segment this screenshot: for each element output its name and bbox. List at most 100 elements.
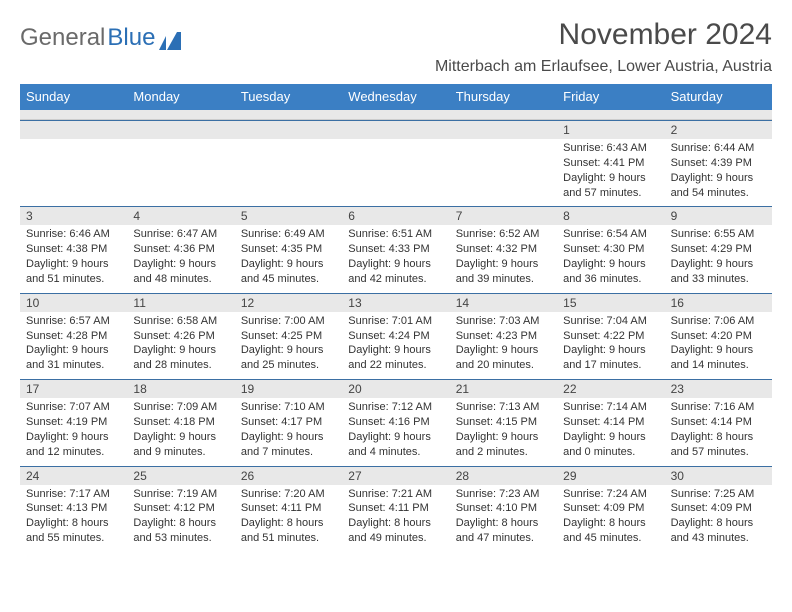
- day-detail-cell: Sunrise: 7:06 AMSunset: 4:20 PMDaylight:…: [665, 312, 772, 379]
- day-day1: Daylight: 9 hours: [26, 430, 121, 445]
- day-day1: Daylight: 8 hours: [348, 516, 443, 531]
- day-sunrise: Sunrise: 7:14 AM: [563, 400, 658, 415]
- weeks-container: 12Sunrise: 6:43 AMSunset: 4:41 PMDayligh…: [20, 120, 772, 552]
- day-sunrise: Sunrise: 7:21 AM: [348, 487, 443, 502]
- day-day1: Daylight: 9 hours: [241, 430, 336, 445]
- weekday-header-row: SundayMondayTuesdayWednesdayThursdayFrid…: [20, 84, 772, 110]
- day-number-cell: 27: [342, 466, 449, 485]
- day-sunset: Sunset: 4:19 PM: [26, 415, 121, 430]
- day-sunrise: Sunrise: 6:47 AM: [133, 227, 228, 242]
- day-day2: and 7 minutes.: [241, 445, 336, 460]
- day-number-cell: 30: [665, 466, 772, 485]
- day-number-cell: 15: [557, 293, 664, 312]
- day-day1: Daylight: 9 hours: [671, 171, 766, 186]
- day-number-cell: 13: [342, 293, 449, 312]
- day-sunset: Sunset: 4:09 PM: [671, 501, 766, 516]
- day-detail-cell: Sunrise: 7:17 AMSunset: 4:13 PMDaylight:…: [20, 485, 127, 552]
- day-day2: and 57 minutes.: [671, 445, 766, 460]
- day-number-cell: 19: [235, 379, 342, 398]
- day-day1: Daylight: 9 hours: [348, 257, 443, 272]
- day-sunset: Sunset: 4:14 PM: [671, 415, 766, 430]
- day-day1: Daylight: 8 hours: [133, 516, 228, 531]
- daynum-row: 24252627282930: [20, 466, 772, 485]
- day-day2: and 55 minutes.: [26, 531, 121, 546]
- day-sunrise: Sunrise: 7:16 AM: [671, 400, 766, 415]
- day-number-cell: [235, 120, 342, 139]
- day-number-cell: 26: [235, 466, 342, 485]
- month-title: November 2024: [435, 18, 772, 52]
- day-day2: and 17 minutes.: [563, 358, 658, 373]
- day-sunrise: Sunrise: 7:13 AM: [456, 400, 551, 415]
- day-day1: Daylight: 9 hours: [671, 343, 766, 358]
- daynum-row: 12: [20, 120, 772, 139]
- day-sunset: Sunset: 4:25 PM: [241, 329, 336, 344]
- day-detail-cell: [235, 139, 342, 206]
- day-detail-cell: Sunrise: 7:01 AMSunset: 4:24 PMDaylight:…: [342, 312, 449, 379]
- day-sunset: Sunset: 4:22 PM: [563, 329, 658, 344]
- day-detail-cell: Sunrise: 6:55 AMSunset: 4:29 PMDaylight:…: [665, 225, 772, 292]
- day-detail-cell: [127, 139, 234, 206]
- day-sunrise: Sunrise: 6:46 AM: [26, 227, 121, 242]
- day-detail-cell: Sunrise: 7:13 AMSunset: 4:15 PMDaylight:…: [450, 398, 557, 465]
- day-day2: and 39 minutes.: [456, 272, 551, 287]
- day-sunrise: Sunrise: 7:04 AM: [563, 314, 658, 329]
- day-number-cell: [20, 120, 127, 139]
- day-day1: Daylight: 8 hours: [241, 516, 336, 531]
- day-sunrise: Sunrise: 6:58 AM: [133, 314, 228, 329]
- day-sunset: Sunset: 4:30 PM: [563, 242, 658, 257]
- day-sunset: Sunset: 4:41 PM: [563, 156, 658, 171]
- day-detail-cell: Sunrise: 6:43 AMSunset: 4:41 PMDaylight:…: [557, 139, 664, 206]
- day-number-cell: [127, 120, 234, 139]
- day-sunrise: Sunrise: 6:51 AM: [348, 227, 443, 242]
- day-day1: Daylight: 8 hours: [671, 430, 766, 445]
- day-day1: Daylight: 9 hours: [133, 343, 228, 358]
- day-day2: and 47 minutes.: [456, 531, 551, 546]
- day-sunrise: Sunrise: 7:24 AM: [563, 487, 658, 502]
- day-sunrise: Sunrise: 7:10 AM: [241, 400, 336, 415]
- day-sunrise: Sunrise: 6:52 AM: [456, 227, 551, 242]
- day-day1: Daylight: 9 hours: [671, 257, 766, 272]
- day-detail-cell: Sunrise: 7:20 AMSunset: 4:11 PMDaylight:…: [235, 485, 342, 552]
- day-sunset: Sunset: 4:28 PM: [26, 329, 121, 344]
- day-sunrise: Sunrise: 6:55 AM: [671, 227, 766, 242]
- calendar: SundayMondayTuesdayWednesdayThursdayFrid…: [20, 84, 772, 552]
- day-number-cell: 22: [557, 379, 664, 398]
- day-number-cell: 11: [127, 293, 234, 312]
- day-day2: and 45 minutes.: [563, 531, 658, 546]
- day-number-cell: 10: [20, 293, 127, 312]
- weekday-label: Friday: [557, 84, 664, 110]
- day-day2: and 2 minutes.: [456, 445, 551, 460]
- day-sunrise: Sunrise: 7:23 AM: [456, 487, 551, 502]
- day-number-cell: 23: [665, 379, 772, 398]
- day-number-cell: 3: [20, 206, 127, 225]
- day-day2: and 49 minutes.: [348, 531, 443, 546]
- weekday-label: Tuesday: [235, 84, 342, 110]
- day-sunset: Sunset: 4:11 PM: [348, 501, 443, 516]
- day-sunrise: Sunrise: 6:49 AM: [241, 227, 336, 242]
- day-detail-cell: Sunrise: 7:21 AMSunset: 4:11 PMDaylight:…: [342, 485, 449, 552]
- day-sunset: Sunset: 4:32 PM: [456, 242, 551, 257]
- day-number-cell: 24: [20, 466, 127, 485]
- day-number-cell: 14: [450, 293, 557, 312]
- day-sunrise: Sunrise: 7:25 AM: [671, 487, 766, 502]
- day-sunset: Sunset: 4:39 PM: [671, 156, 766, 171]
- day-number-cell: 7: [450, 206, 557, 225]
- day-day1: Daylight: 9 hours: [563, 430, 658, 445]
- day-sunset: Sunset: 4:33 PM: [348, 242, 443, 257]
- day-detail-cell: Sunrise: 7:19 AMSunset: 4:12 PMDaylight:…: [127, 485, 234, 552]
- logo-text-general: General: [20, 24, 105, 52]
- day-sunset: Sunset: 4:26 PM: [133, 329, 228, 344]
- detail-row: Sunrise: 7:07 AMSunset: 4:19 PMDaylight:…: [20, 398, 772, 465]
- day-day1: Daylight: 8 hours: [456, 516, 551, 531]
- day-day1: Daylight: 9 hours: [241, 343, 336, 358]
- day-day2: and 48 minutes.: [133, 272, 228, 287]
- day-day1: Daylight: 9 hours: [563, 171, 658, 186]
- day-sunrise: Sunrise: 6:54 AM: [563, 227, 658, 242]
- day-day1: Daylight: 9 hours: [133, 257, 228, 272]
- day-detail-cell: Sunrise: 7:12 AMSunset: 4:16 PMDaylight:…: [342, 398, 449, 465]
- day-sunrise: Sunrise: 6:43 AM: [563, 141, 658, 156]
- day-sunset: Sunset: 4:13 PM: [26, 501, 121, 516]
- header-spacer: [20, 110, 772, 120]
- day-day2: and 54 minutes.: [671, 186, 766, 201]
- day-sunrise: Sunrise: 7:12 AM: [348, 400, 443, 415]
